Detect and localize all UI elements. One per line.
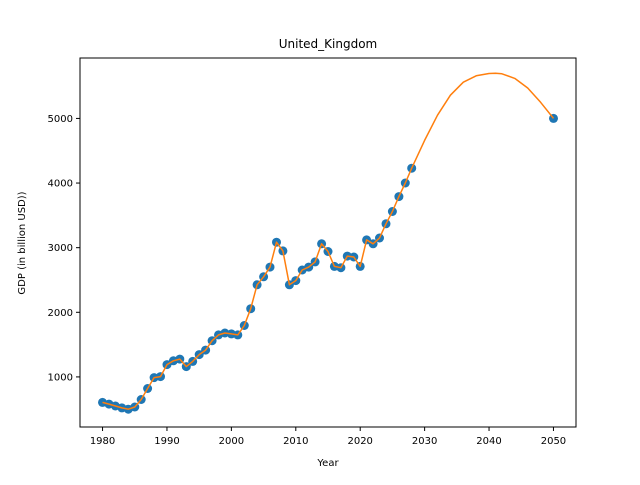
y-tick-label: 5000: [48, 114, 73, 125]
axes-frame: [79, 57, 577, 428]
y-tick-label: 3000: [48, 243, 73, 254]
y-axis-label: GDP (in billion USD)): [17, 191, 28, 294]
x-tick-label: 2010: [283, 436, 308, 447]
trend-line: [102, 72, 555, 410]
y-axis-ticks: 1000 2000 3000 4000 5000: [48, 114, 80, 383]
x-tick-label: 2050: [541, 436, 566, 447]
y-tick-label: 1000: [48, 372, 73, 383]
x-tick-label: 1990: [154, 436, 179, 447]
y-tick-label: 4000: [48, 179, 73, 190]
x-axis-label: Year: [316, 458, 339, 469]
chart-title: United_Kingdom: [279, 37, 378, 51]
x-tick-label: 2020: [347, 436, 372, 447]
plot-area: [98, 72, 558, 414]
x-axis-ticks: 1980 1990 2000 2010 2020 2030 2040 2050: [90, 427, 566, 447]
x-tick-label: 2040: [476, 436, 501, 447]
x-tick-label: 2030: [412, 436, 437, 447]
x-tick-label: 2000: [219, 436, 244, 447]
x-tick-label: 1980: [90, 436, 115, 447]
y-tick-label: 2000: [48, 308, 73, 319]
